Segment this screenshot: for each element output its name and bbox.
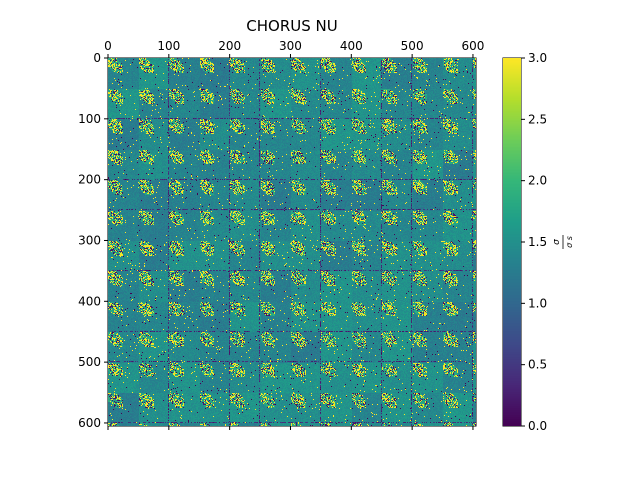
- colorbar-image: [503, 58, 521, 426]
- y-axis-ticks: 0 100 200 300 400 500 600: [78, 51, 108, 430]
- y-tick-label: 100: [78, 112, 101, 126]
- y-tick-label: 400: [78, 294, 101, 308]
- colorbar-tick-label: 3.0: [528, 51, 547, 65]
- colorbar-ticks: 0.0 0.5 1.0 1.5 2.0 2.5 3.0: [521, 51, 547, 433]
- x-tick-label: 300: [279, 39, 302, 53]
- x-tick-label: 400: [340, 39, 363, 53]
- x-axis-ticks: 0 100 200 300 400 500 600: [104, 39, 484, 430]
- colorbar-tick-label: 2.0: [528, 174, 547, 188]
- x-tick-label: 100: [157, 39, 180, 53]
- chart-title: CHORUS NU: [246, 17, 337, 35]
- colorbar-tick-label: 0.5: [528, 358, 547, 372]
- x-tick-label: 600: [462, 39, 485, 53]
- colorbar-tick-label: 1.5: [528, 235, 547, 249]
- y-tick-label: 0: [93, 51, 101, 65]
- x-tick-label: 0: [104, 39, 112, 53]
- colorbar-tick-label: 0.0: [528, 419, 547, 433]
- colorbar-label-numerator: σ: [552, 239, 562, 245]
- y-tick-label: 300: [78, 233, 101, 247]
- y-tick-label: 500: [78, 355, 101, 369]
- x-tick-label: 200: [218, 39, 241, 53]
- y-tick-label: 200: [78, 173, 101, 187]
- colorbar-tick-label: 2.5: [528, 112, 547, 126]
- y-tick-label: 600: [78, 416, 101, 430]
- colorbar-tick-label: 1.0: [528, 296, 547, 310]
- colorbar-label: σ σ s: [552, 235, 574, 249]
- x-tick-label: 500: [401, 39, 424, 53]
- heatmap-image: [108, 58, 476, 426]
- colorbar-label-denominator: σ s: [565, 236, 574, 248]
